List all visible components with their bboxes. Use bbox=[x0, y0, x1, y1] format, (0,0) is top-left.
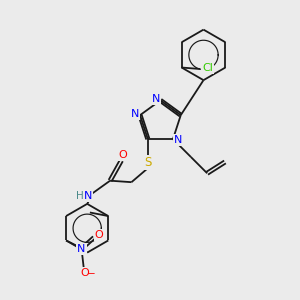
Text: O: O bbox=[118, 150, 127, 160]
Text: O: O bbox=[94, 230, 103, 240]
Text: O: O bbox=[81, 268, 89, 278]
Text: S: S bbox=[144, 156, 152, 170]
Text: Cl: Cl bbox=[202, 63, 213, 74]
Text: N: N bbox=[77, 244, 86, 254]
Text: N: N bbox=[152, 94, 160, 104]
Text: N: N bbox=[84, 191, 92, 201]
Text: −: − bbox=[87, 269, 95, 279]
Text: H: H bbox=[76, 191, 84, 201]
Text: N: N bbox=[173, 135, 182, 145]
Text: N: N bbox=[131, 109, 140, 119]
